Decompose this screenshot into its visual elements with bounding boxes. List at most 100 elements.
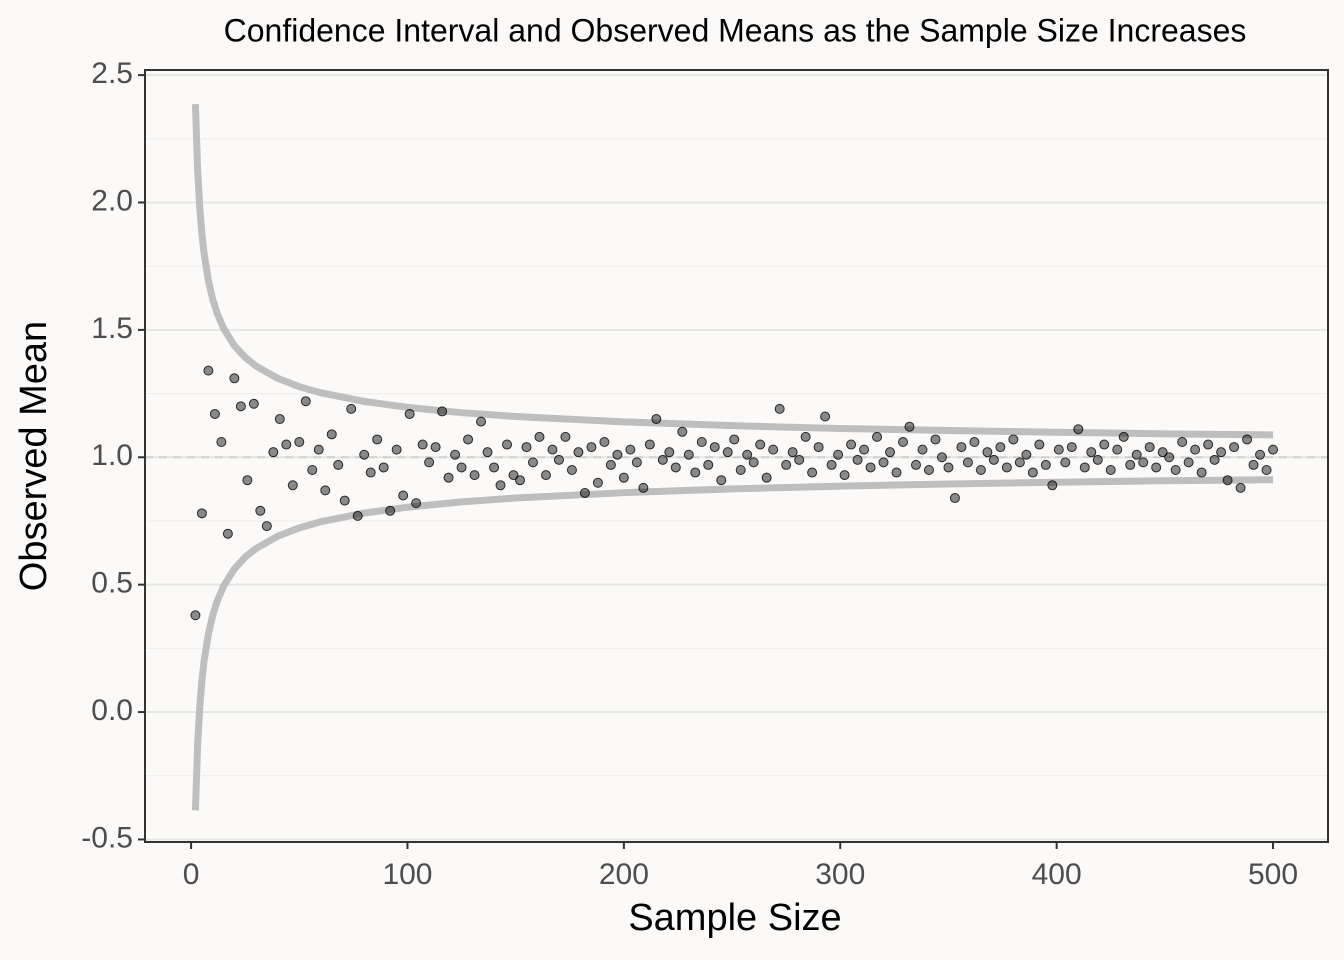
data-point (1138, 457, 1149, 468)
data-point (443, 472, 454, 483)
data-point (424, 457, 435, 468)
data-point (1255, 449, 1266, 460)
data-point (1261, 465, 1272, 476)
data-point (527, 457, 538, 468)
data-point (703, 459, 714, 470)
x-tick-label: 500 (1248, 858, 1298, 891)
y-tick-label: 1.5 (91, 312, 133, 345)
data-point (521, 442, 532, 453)
data-point (1216, 447, 1227, 458)
data-point (1099, 439, 1110, 450)
data-point (592, 477, 603, 488)
data-point (969, 436, 980, 447)
data-point (300, 396, 311, 407)
data-point (1001, 462, 1012, 473)
data-point (235, 401, 246, 412)
data-point (975, 465, 986, 476)
data-point (398, 490, 409, 501)
data-point (930, 434, 941, 445)
data-point (618, 472, 629, 483)
data-point (1183, 457, 1194, 468)
plot-border (144, 69, 1329, 843)
data-point (1164, 452, 1175, 463)
x-tick-label: 0 (183, 858, 200, 891)
data-point (411, 498, 422, 509)
data-point (761, 472, 772, 483)
data-point (1125, 459, 1136, 470)
data-point (1190, 444, 1201, 455)
data-point (872, 431, 883, 442)
data-point (657, 454, 668, 465)
data-point (196, 508, 207, 519)
data-point (495, 480, 506, 491)
data-point (852, 454, 863, 465)
data-point (1027, 467, 1038, 478)
data-point (346, 403, 357, 414)
data-point (294, 436, 305, 447)
data-point (820, 411, 831, 422)
data-point (910, 459, 921, 470)
data-point (1177, 436, 1188, 447)
data-point (1248, 459, 1259, 470)
x-tick-label: 100 (382, 858, 432, 891)
data-point (391, 444, 402, 455)
y-tick-label: 2.0 (91, 184, 133, 217)
data-point (813, 442, 824, 453)
data-point (242, 475, 253, 486)
data-point (255, 505, 266, 516)
data-point (800, 431, 811, 442)
data-point (1014, 457, 1025, 468)
data-point (1034, 439, 1045, 450)
data-point (891, 467, 902, 478)
data-point (1151, 462, 1162, 473)
data-point (885, 447, 896, 458)
y-axis-title: Observed Mean (13, 321, 55, 591)
data-point (1131, 449, 1142, 460)
data-point (833, 449, 844, 460)
data-point (722, 447, 733, 458)
data-point (774, 403, 785, 414)
data-point (1079, 462, 1090, 473)
data-point (949, 493, 960, 504)
data-point (573, 447, 584, 458)
data-point (904, 421, 915, 432)
data-point (605, 459, 616, 470)
data-point (209, 408, 220, 419)
data-point (372, 434, 383, 445)
data-point (1222, 475, 1233, 486)
data-point (878, 457, 889, 468)
data-point (515, 475, 526, 486)
ci-line (191, 104, 1274, 439)
ci-line (191, 476, 1274, 811)
data-point (547, 444, 558, 455)
data-point (599, 436, 610, 447)
data-point (982, 447, 993, 458)
data-point (586, 442, 597, 453)
data-point (261, 521, 272, 532)
data-point (735, 465, 746, 476)
data-point (651, 414, 662, 425)
data-point (690, 467, 701, 478)
data-point (631, 457, 642, 468)
data-point (859, 444, 870, 455)
data-point (1053, 444, 1064, 455)
data-point (917, 444, 928, 455)
data-point (385, 505, 396, 516)
data-point (1073, 424, 1084, 435)
data-point (378, 462, 389, 473)
data-point (1047, 480, 1058, 491)
data-point (865, 462, 876, 473)
data-point (1242, 434, 1253, 445)
data-point (534, 431, 545, 442)
data-point (962, 457, 973, 468)
data-point (729, 434, 740, 445)
y-tick-label: 2.5 (91, 57, 133, 90)
data-point (748, 457, 759, 468)
data-point (1066, 442, 1077, 453)
data-point (560, 431, 571, 442)
data-point (923, 465, 934, 476)
data-point (1008, 434, 1019, 445)
data-point (456, 462, 467, 473)
data-point (482, 447, 493, 458)
